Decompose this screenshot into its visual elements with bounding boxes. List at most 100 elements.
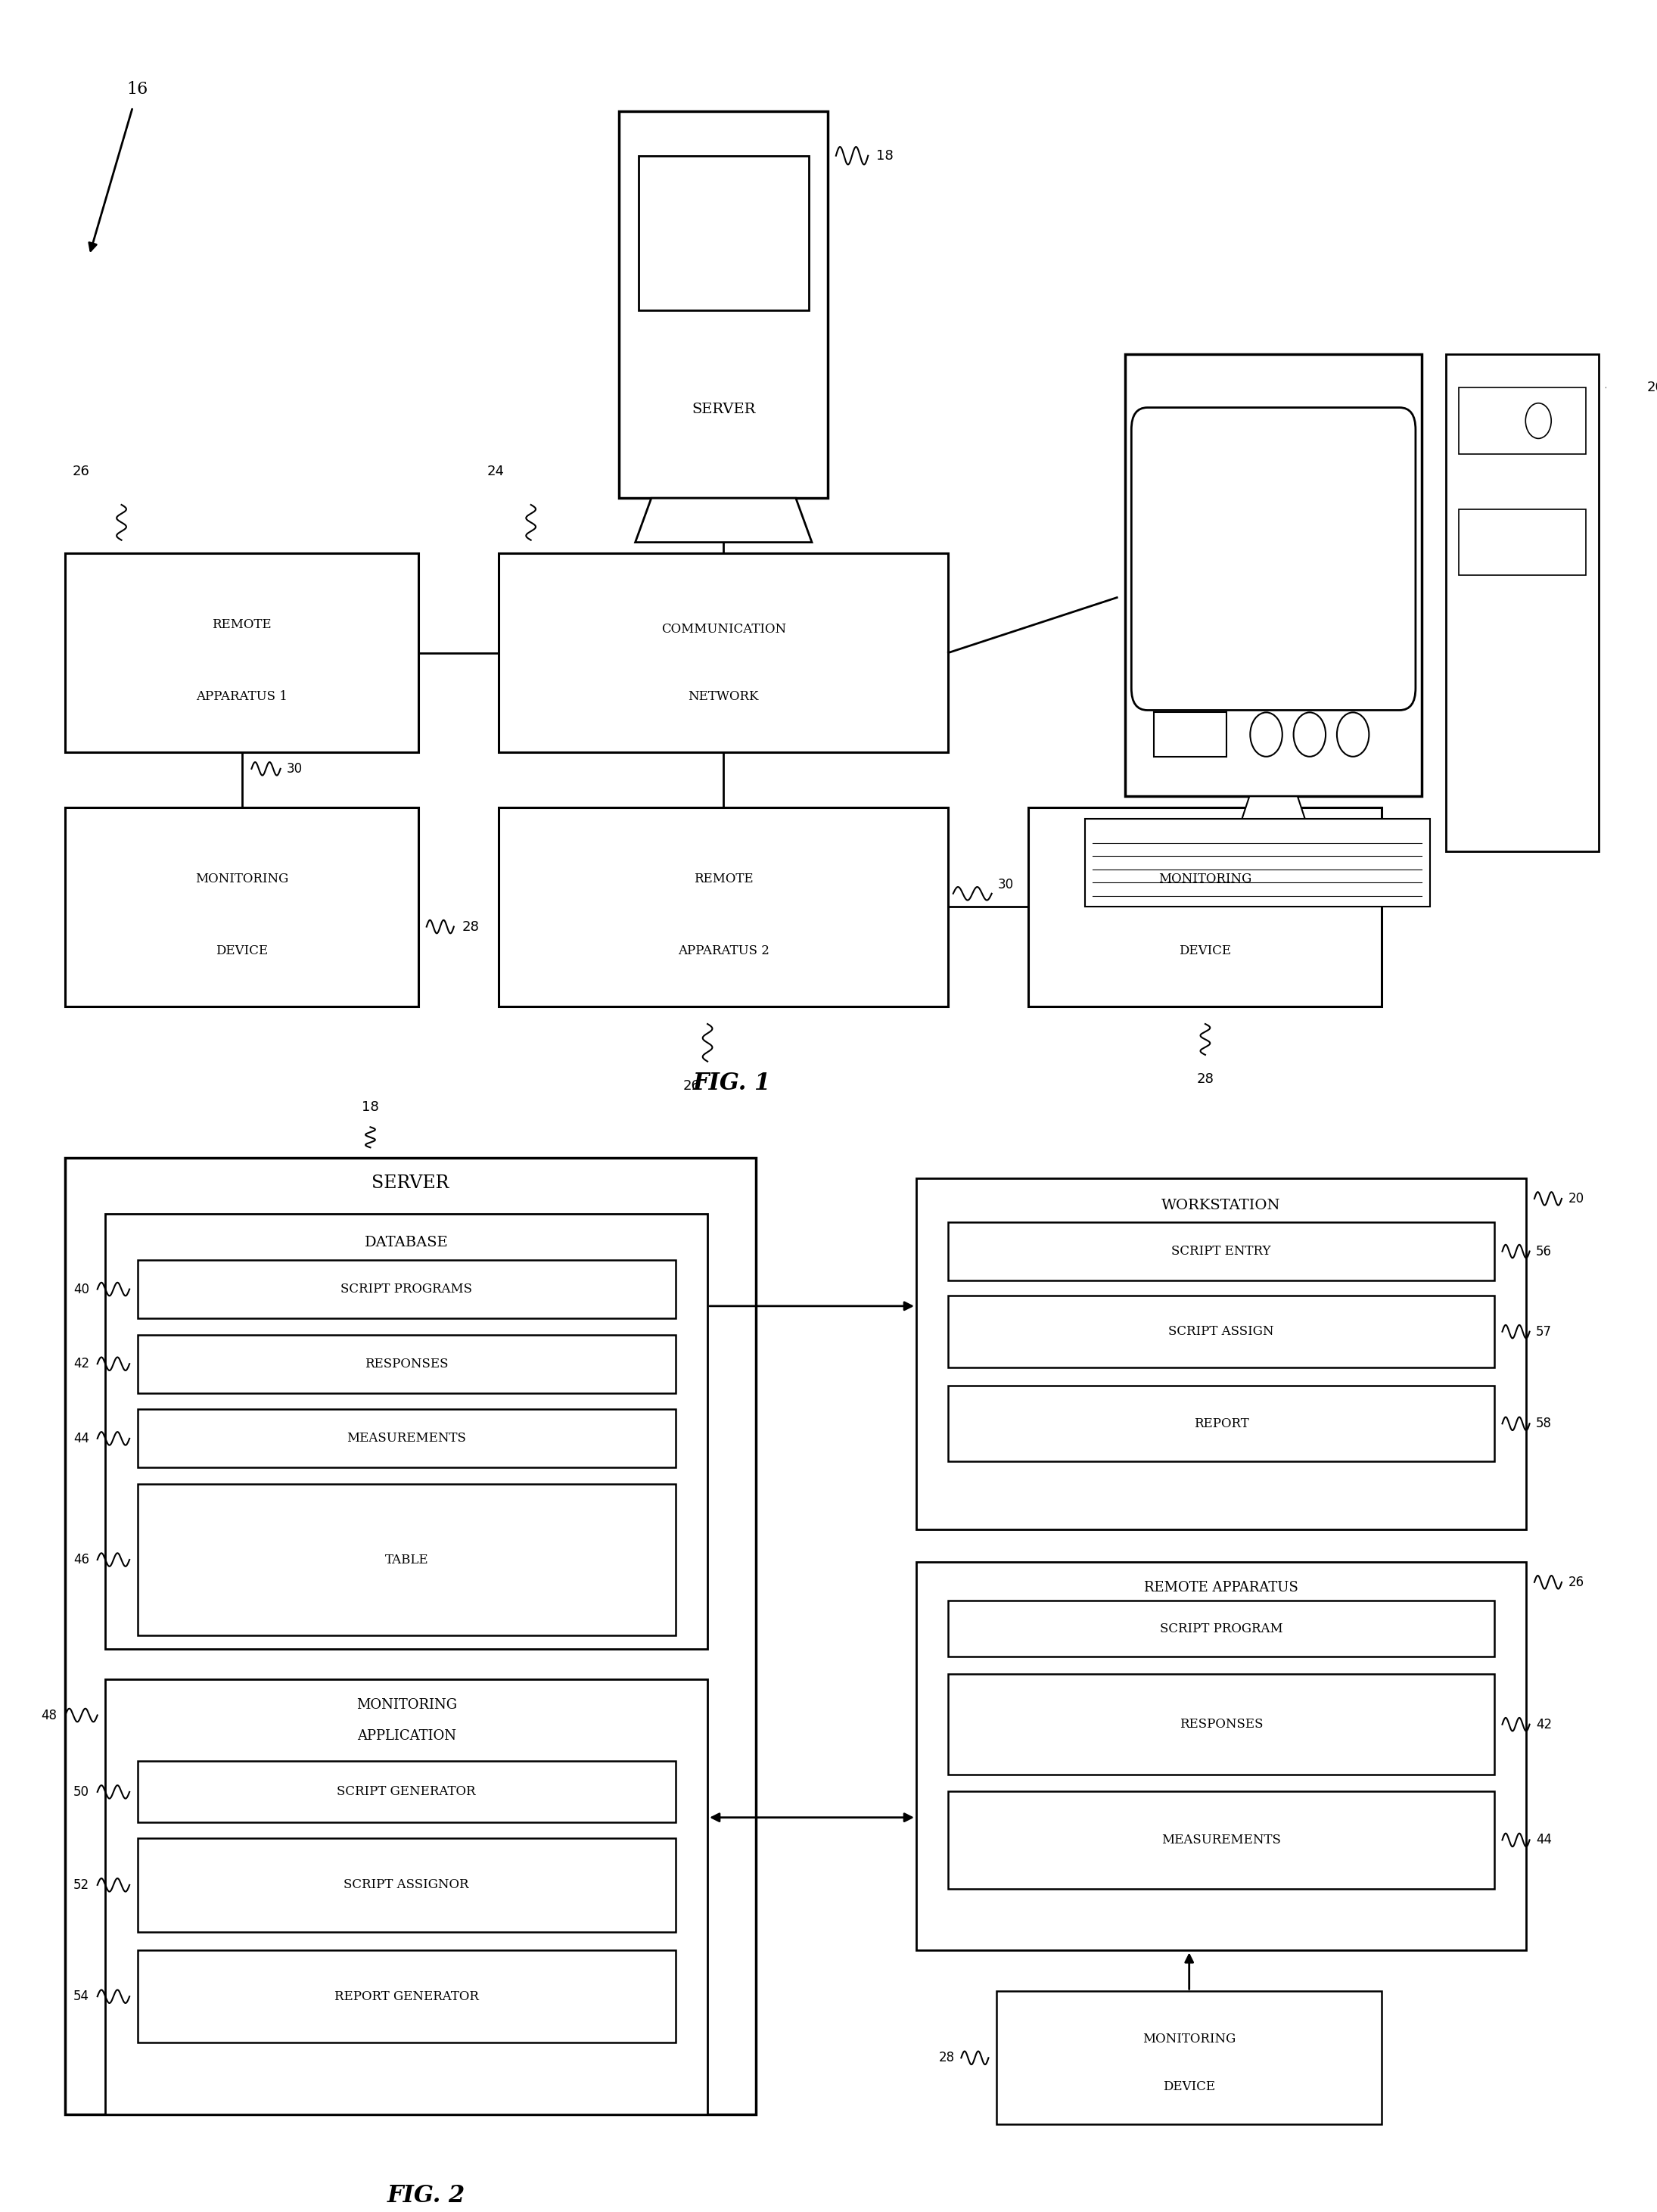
Text: MONITORING: MONITORING: [356, 1699, 457, 1712]
Text: MEASUREMENTS: MEASUREMENTS: [346, 1431, 466, 1444]
FancyBboxPatch shape: [106, 1679, 708, 2115]
Text: 24: 24: [487, 465, 504, 478]
Text: APPARATUS 2: APPARATUS 2: [678, 945, 769, 958]
Text: 44: 44: [73, 1431, 89, 1444]
Text: 52: 52: [73, 1878, 89, 1891]
Text: 50: 50: [73, 1785, 89, 1798]
FancyBboxPatch shape: [1029, 807, 1382, 1006]
FancyBboxPatch shape: [65, 553, 419, 752]
FancyBboxPatch shape: [1153, 712, 1226, 757]
Text: 58: 58: [1536, 1418, 1553, 1431]
Text: 42: 42: [1536, 1717, 1553, 1732]
Text: COMMUNICATION: COMMUNICATION: [661, 622, 785, 635]
Text: FIG. 1: FIG. 1: [693, 1073, 771, 1095]
Text: MONITORING: MONITORING: [1158, 872, 1251, 885]
FancyBboxPatch shape: [138, 1484, 676, 1635]
Text: 26: 26: [73, 465, 89, 478]
FancyBboxPatch shape: [106, 1214, 708, 1648]
FancyBboxPatch shape: [1125, 354, 1422, 796]
FancyBboxPatch shape: [948, 1792, 1495, 1889]
FancyBboxPatch shape: [638, 155, 809, 310]
FancyBboxPatch shape: [916, 1562, 1526, 1951]
Text: SCRIPT ENTRY: SCRIPT ENTRY: [1171, 1245, 1271, 1259]
FancyBboxPatch shape: [620, 111, 828, 498]
FancyBboxPatch shape: [65, 807, 419, 1006]
Circle shape: [1337, 712, 1369, 757]
Text: 26: 26: [1568, 1575, 1584, 1588]
Text: FIG. 2: FIG. 2: [388, 2183, 466, 2208]
Text: SCRIPT ASSIGNOR: SCRIPT ASSIGNOR: [345, 1878, 469, 1891]
Text: SERVER: SERVER: [371, 1175, 449, 1192]
Text: SERVER: SERVER: [691, 403, 756, 416]
Text: WORKSTATION: WORKSTATION: [1162, 1199, 1281, 1212]
FancyBboxPatch shape: [996, 1991, 1382, 2124]
Text: 20: 20: [1647, 380, 1657, 394]
Text: 18: 18: [877, 148, 893, 161]
FancyBboxPatch shape: [138, 1334, 676, 1394]
Text: 44: 44: [1536, 1834, 1553, 1847]
FancyBboxPatch shape: [948, 1296, 1495, 1367]
FancyBboxPatch shape: [499, 553, 948, 752]
Text: DEVICE: DEVICE: [1180, 945, 1231, 958]
FancyBboxPatch shape: [948, 1387, 1495, 1462]
FancyBboxPatch shape: [1458, 509, 1586, 575]
Text: NETWORK: NETWORK: [688, 690, 759, 703]
FancyBboxPatch shape: [499, 807, 948, 1006]
Text: 54: 54: [73, 1989, 89, 2004]
Text: 40: 40: [73, 1283, 89, 1296]
FancyBboxPatch shape: [138, 1409, 676, 1469]
Text: REPORT GENERATOR: REPORT GENERATOR: [335, 1991, 479, 2002]
FancyBboxPatch shape: [1447, 354, 1599, 852]
Text: MONITORING: MONITORING: [196, 872, 288, 885]
Polygon shape: [1233, 796, 1314, 845]
Text: SCRIPT GENERATOR: SCRIPT GENERATOR: [336, 1785, 476, 1798]
Text: REMOTE: REMOTE: [212, 619, 272, 630]
Text: REPORT: REPORT: [1193, 1418, 1249, 1431]
Text: 28: 28: [462, 920, 479, 933]
Text: SCRIPT PROGRAMS: SCRIPT PROGRAMS: [341, 1283, 472, 1296]
Text: 18: 18: [361, 1099, 379, 1115]
Circle shape: [1526, 403, 1551, 438]
Text: 28: 28: [1196, 1073, 1215, 1086]
FancyBboxPatch shape: [916, 1179, 1526, 1528]
Text: REMOTE: REMOTE: [694, 872, 754, 885]
Text: TABLE: TABLE: [384, 1553, 428, 1566]
Text: 57: 57: [1536, 1325, 1553, 1338]
Text: RESPONSES: RESPONSES: [365, 1358, 449, 1369]
Text: APPLICATION: APPLICATION: [356, 1730, 456, 1743]
Text: DEVICE: DEVICE: [1163, 2081, 1215, 2093]
Text: SCRIPT ASSIGN: SCRIPT ASSIGN: [1168, 1325, 1274, 1338]
Text: 30: 30: [998, 878, 1014, 891]
Text: MEASUREMENTS: MEASUREMENTS: [1162, 1834, 1281, 1847]
Text: 20: 20: [1568, 1192, 1584, 1206]
Text: 28: 28: [940, 2051, 954, 2064]
Text: DATABASE: DATABASE: [365, 1237, 449, 1250]
Text: RESPONSES: RESPONSES: [1180, 1719, 1263, 1730]
FancyBboxPatch shape: [138, 1761, 676, 1823]
Text: 16: 16: [128, 82, 147, 97]
FancyBboxPatch shape: [948, 1601, 1495, 1657]
FancyBboxPatch shape: [1085, 818, 1430, 907]
Text: 56: 56: [1536, 1245, 1553, 1259]
Text: 42: 42: [73, 1356, 89, 1371]
FancyBboxPatch shape: [948, 1223, 1495, 1281]
FancyBboxPatch shape: [138, 1951, 676, 2042]
Circle shape: [1249, 712, 1283, 757]
FancyBboxPatch shape: [65, 1157, 756, 2115]
Text: 46: 46: [73, 1553, 89, 1566]
Text: SCRIPT PROGRAM: SCRIPT PROGRAM: [1160, 1621, 1283, 1635]
Text: MONITORING: MONITORING: [1143, 2033, 1236, 2046]
Text: REMOTE APPARATUS: REMOTE APPARATUS: [1145, 1582, 1299, 1595]
FancyBboxPatch shape: [1458, 387, 1586, 453]
Circle shape: [1294, 712, 1326, 757]
FancyBboxPatch shape: [948, 1674, 1495, 1774]
Text: DEVICE: DEVICE: [215, 945, 268, 958]
Text: 26: 26: [683, 1079, 701, 1093]
Text: APPARATUS 1: APPARATUS 1: [196, 690, 288, 703]
FancyBboxPatch shape: [138, 1261, 676, 1318]
Text: 30: 30: [287, 761, 303, 776]
Text: 48: 48: [41, 1708, 58, 1721]
FancyBboxPatch shape: [138, 1838, 676, 1931]
Polygon shape: [635, 498, 812, 542]
FancyBboxPatch shape: [1132, 407, 1415, 710]
